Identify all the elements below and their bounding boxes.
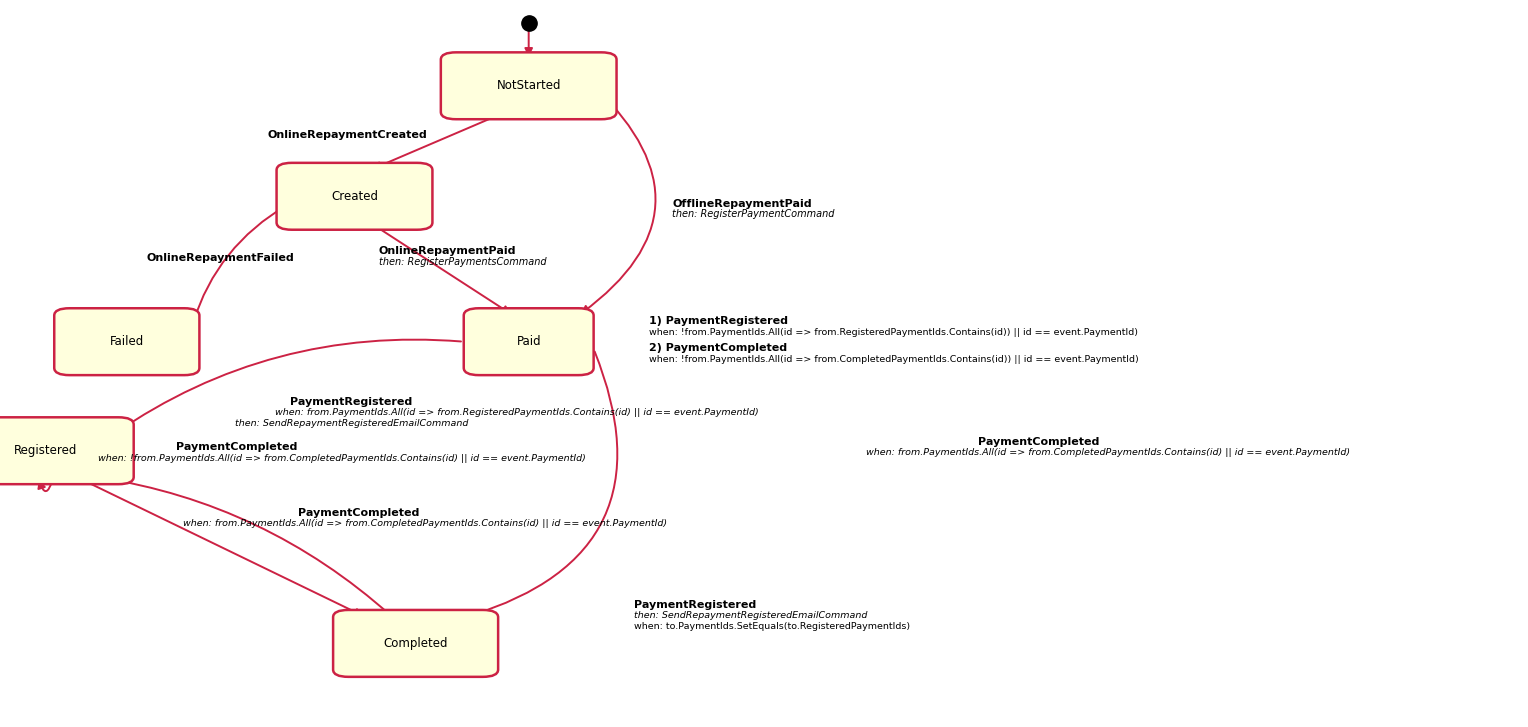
FancyBboxPatch shape: [277, 163, 432, 230]
Text: Created: Created: [332, 190, 377, 203]
Text: when: to.PaymentIds.SetEquals(to.RegisteredPaymentIds): when: to.PaymentIds.SetEquals(to.Registe…: [634, 622, 911, 631]
Text: PaymentCompleted: PaymentCompleted: [176, 442, 296, 452]
Text: then: RegisterPaymentsCommand: then: RegisterPaymentsCommand: [379, 257, 547, 267]
FancyBboxPatch shape: [0, 417, 133, 484]
Text: then: SendRepaymentRegisteredEmailCommand: then: SendRepaymentRegisteredEmailComman…: [235, 419, 468, 427]
Text: when: from.PaymentIds.All(id => from.CompletedPaymentIds.Contains(id) || id == e: when: from.PaymentIds.All(id => from.Com…: [183, 519, 668, 528]
Text: PaymentRegistered: PaymentRegistered: [290, 397, 413, 407]
Text: then: SendRepaymentRegisteredEmailCommand: then: SendRepaymentRegisteredEmailComman…: [634, 611, 868, 620]
Text: when: !from.PaymentIds.All(id => from.CompletedPaymentIds.Contains(id) || id == : when: !from.PaymentIds.All(id => from.Co…: [98, 454, 585, 462]
FancyBboxPatch shape: [333, 610, 498, 677]
Text: PaymentRegistered: PaymentRegistered: [634, 600, 756, 610]
FancyBboxPatch shape: [55, 308, 199, 375]
Text: then: RegisterPaymentCommand: then: RegisterPaymentCommand: [672, 209, 834, 220]
Text: OnlineRepaymentPaid: OnlineRepaymentPaid: [379, 246, 516, 256]
Text: when: from.PaymentIds.All(id => from.CompletedPaymentIds.Contains(id) || id == e: when: from.PaymentIds.All(id => from.Com…: [866, 449, 1351, 457]
Text: OnlineRepaymentFailed: OnlineRepaymentFailed: [147, 253, 295, 263]
Text: NotStarted: NotStarted: [497, 79, 561, 92]
Text: 2) PaymentCompleted: 2) PaymentCompleted: [649, 343, 787, 353]
Text: Paid: Paid: [516, 335, 541, 348]
Text: OfflineRepaymentPaid: OfflineRepaymentPaid: [672, 198, 811, 209]
Text: when: from.PaymentIds.All(id => from.RegisteredPaymentIds.Contains(id) || id == : when: from.PaymentIds.All(id => from.Reg…: [275, 409, 759, 417]
FancyBboxPatch shape: [465, 308, 593, 375]
Text: 1) PaymentRegistered: 1) PaymentRegistered: [649, 316, 788, 326]
Text: Registered: Registered: [14, 444, 78, 457]
Text: Failed: Failed: [110, 335, 144, 348]
Text: when: !from.PaymentIds.All(id => from.CompletedPaymentIds.Contains(id)) || id ==: when: !from.PaymentIds.All(id => from.Co…: [649, 355, 1140, 364]
Text: PaymentCompleted: PaymentCompleted: [298, 507, 420, 518]
Text: OnlineRepaymentCreated: OnlineRepaymentCreated: [267, 130, 428, 140]
Text: PaymentCompleted: PaymentCompleted: [978, 437, 1099, 447]
FancyBboxPatch shape: [440, 52, 616, 119]
Text: Completed: Completed: [384, 637, 448, 650]
Text: when: !from.PaymentIds.All(id => from.RegisteredPaymentIds.Contains(id)) || id =: when: !from.PaymentIds.All(id => from.Re…: [649, 328, 1138, 337]
